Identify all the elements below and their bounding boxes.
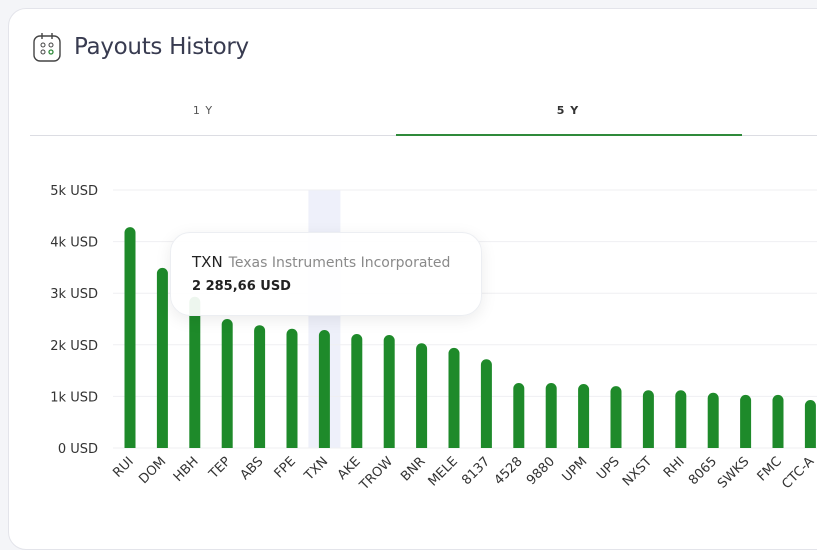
x-tick-label: UPS (594, 454, 623, 483)
bar-BNR (416, 343, 428, 448)
bar-HBH (189, 296, 201, 448)
x-tick-label: AKE (335, 454, 364, 483)
x-tick-label: NXST (620, 454, 655, 489)
bar-TXN (318, 330, 330, 448)
bar-NXST (642, 390, 654, 448)
x-tick-label: FPE (272, 454, 299, 481)
x-tick-label: DOM (136, 454, 169, 487)
tooltip-value: 2 285,66 USD (192, 279, 291, 294)
y-tick-label: 4k USD (50, 236, 98, 251)
bar-AKE (351, 333, 363, 448)
period-tabs: 1 Y 5 Y (30, 96, 817, 136)
x-tick-label: CTC-A (779, 454, 817, 492)
x-tick-label: HBH (171, 454, 202, 485)
bar-9880 (545, 382, 557, 448)
x-tick-label: BNR (398, 454, 428, 484)
x-tick-label: 8137 (459, 454, 493, 488)
x-tick-label: TROW (356, 454, 396, 494)
y-tick-label: 3k USD (50, 287, 98, 302)
x-tick-label: SWKS (715, 454, 752, 491)
bar-ABS (254, 325, 266, 448)
x-tick-label: TEP (206, 454, 234, 482)
x-tick-label: UPM (560, 454, 591, 485)
bar-MELE (448, 347, 460, 448)
bar-RHI (675, 390, 687, 448)
x-tick-label: 8065 (686, 454, 720, 488)
bar-4528 (513, 382, 525, 448)
x-tick-label: RUI (110, 454, 136, 480)
x-tick-label: ABS (238, 454, 267, 483)
bar-UPS (610, 386, 622, 448)
tab-1y[interactable]: 1 Y (192, 104, 214, 117)
chart-tooltip: TXN Texas Instruments Incorporated 2 285,… (170, 232, 482, 316)
bar-FMC (772, 394, 784, 448)
bar-CTC-A (804, 400, 816, 448)
card-title: Payouts History (74, 34, 249, 60)
calendar-icon (33, 33, 61, 62)
y-tick-label: 0 USD (58, 442, 98, 457)
bar-TROW (383, 334, 395, 448)
bar-RUI (124, 227, 136, 448)
card-header: Payouts History (33, 32, 249, 62)
y-tick-label: 2k USD (50, 339, 98, 354)
bar-TEP (221, 319, 233, 448)
x-tick-label: TXN (301, 454, 331, 484)
x-tick-label: MELE (426, 454, 461, 489)
x-tick-label: 9880 (524, 454, 558, 488)
active-tab-underline (396, 134, 742, 136)
x-tick-label: RHI (661, 454, 688, 481)
y-tick-label: 1k USD (50, 390, 98, 405)
tab-5y[interactable]: 5 Y (556, 104, 580, 117)
bar-UPM (578, 384, 590, 448)
bar-FPE (286, 328, 298, 448)
bar-DOM (156, 267, 168, 448)
tooltip-ticker: TXN (192, 253, 223, 271)
bar-SWKS (740, 394, 752, 448)
bar-8065 (707, 392, 719, 448)
x-tick-label: 4528 (492, 454, 526, 488)
y-tick-label: 5k USD (50, 184, 98, 199)
bar-8137 (480, 359, 492, 448)
tooltip-company: Texas Instruments Incorporated (228, 255, 451, 271)
